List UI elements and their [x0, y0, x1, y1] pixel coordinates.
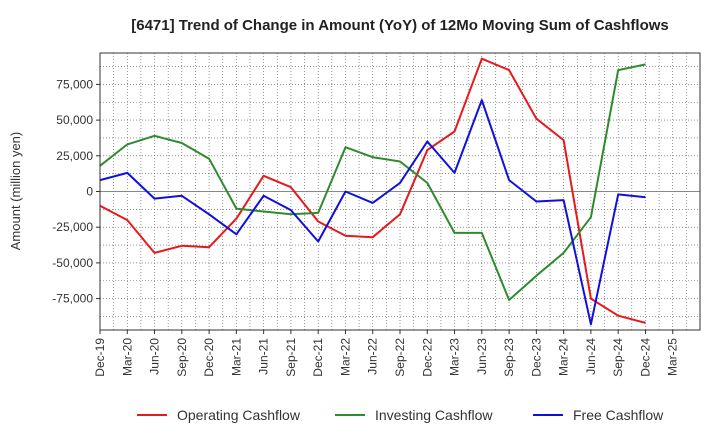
y-tick-label: 75,000: [56, 77, 93, 91]
legend-label-free-cashflow: Free Cashflow: [573, 407, 664, 423]
x-tick-label: Jun-24: [584, 338, 598, 375]
x-axis-ticks: Dec-19 Mar-20 Jun-20 Sep-20 Dec-20 Mar-21 Jun-…: [93, 330, 680, 377]
y-tick-label: -50,000: [52, 256, 93, 270]
x-tick-label: Mar-20: [120, 338, 134, 376]
x-tick-label: Sep-24: [611, 338, 625, 377]
x-tick-label: Jun-23: [475, 338, 489, 375]
x-tick-label: Dec-19: [93, 338, 107, 377]
y-axis-label: Amount (million yen): [8, 132, 23, 251]
y-tick-label: -75,000: [52, 292, 93, 306]
x-tick-label: Sep-22: [393, 338, 407, 377]
x-tick-label: Mar-25: [666, 338, 680, 376]
x-tick-label: Dec-23: [529, 338, 543, 377]
x-tick-label: Sep-20: [175, 338, 189, 377]
x-tick-label: Mar-23: [448, 338, 462, 376]
x-tick-label: Sep-23: [502, 338, 516, 377]
x-tick-label: Mar-24: [557, 338, 571, 376]
series-line-operating-cashflow: [99, 57, 646, 324]
y-tick-label: 25,000: [56, 149, 93, 163]
legend: Operating Cashflow Investing Cashflow Free…: [137, 407, 664, 423]
series-line-free-cashflow: [99, 99, 646, 326]
x-tick-label: Jun-20: [148, 338, 162, 375]
series-line-investing-cashflow: [99, 63, 646, 301]
x-tick-label: Mar-22: [338, 338, 352, 376]
x-tick-label: Dec-24: [638, 338, 652, 377]
y-axis-ticks: -75,000 -50,000 -25,000 0 25,000 50,000 75,000: [52, 77, 100, 306]
y-tick-label: 0: [86, 185, 93, 199]
x-tick-label: Mar-21: [229, 338, 243, 376]
x-tick-label: Jun-22: [366, 338, 380, 375]
series-lines: [99, 57, 646, 326]
y-tick-label: 50,000: [56, 113, 93, 127]
x-tick-label: Jun-21: [257, 338, 271, 375]
x-tick-label: Sep-21: [284, 338, 298, 377]
x-tick-label: Dec-21: [311, 338, 325, 377]
legend-label-operating-cashflow: Operating Cashflow: [177, 407, 301, 423]
y-tick-label: -25,000: [52, 220, 93, 234]
x-tick-label: Dec-22: [420, 338, 434, 377]
chart-title: [6471] Trend of Change in Amount (YoY) o…: [131, 17, 669, 34]
x-tick-label: Dec-20: [202, 338, 216, 377]
legend-label-investing-cashflow: Investing Cashflow: [375, 407, 493, 423]
